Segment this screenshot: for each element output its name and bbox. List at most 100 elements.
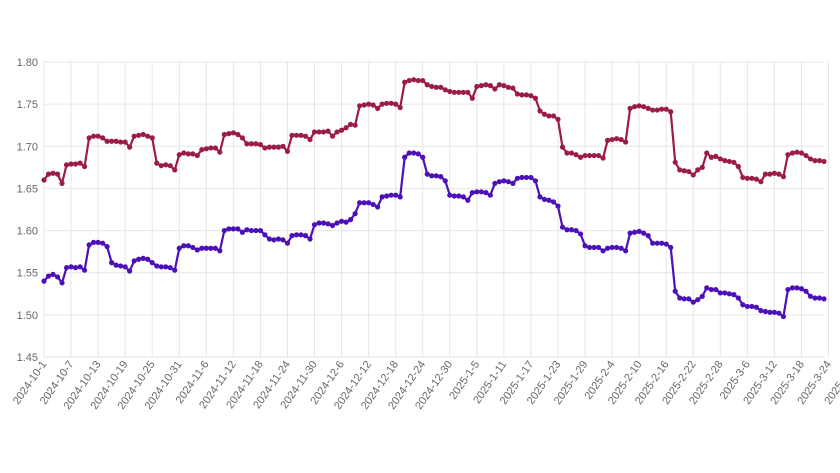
series-2-point bbox=[81, 267, 88, 273]
series-2-point bbox=[618, 245, 624, 251]
series-1-point bbox=[212, 145, 218, 151]
series-2-point bbox=[740, 302, 746, 308]
series-2-point bbox=[424, 171, 430, 177]
series-2-point bbox=[248, 227, 254, 234]
series-1-point bbox=[821, 158, 827, 165]
series-2-point bbox=[780, 313, 787, 320]
series-2-point bbox=[460, 194, 466, 200]
series-2-point bbox=[208, 245, 214, 251]
series-2-point bbox=[420, 154, 426, 160]
series-2-point bbox=[262, 232, 268, 238]
series-1-point bbox=[686, 168, 692, 175]
series-2-point bbox=[546, 197, 552, 203]
series-1-point bbox=[316, 129, 322, 135]
series-1-point bbox=[226, 131, 232, 137]
series-1-point bbox=[393, 101, 399, 107]
series-1-point bbox=[677, 167, 683, 173]
series-1-point bbox=[235, 131, 241, 138]
series-1-point bbox=[379, 101, 385, 107]
series-2-point bbox=[483, 190, 489, 196]
series-1-point bbox=[280, 143, 286, 149]
series-1-point bbox=[483, 82, 489, 88]
series-1-point bbox=[347, 121, 354, 127]
series-2-point bbox=[771, 309, 778, 315]
series-1-point bbox=[59, 180, 65, 186]
series-2-point bbox=[627, 230, 633, 236]
series-1-point bbox=[785, 152, 791, 158]
series-2-point bbox=[469, 190, 475, 196]
series-1-point bbox=[568, 150, 575, 156]
series-1-point bbox=[366, 101, 372, 107]
series-1-point bbox=[104, 138, 110, 144]
series-2-point bbox=[72, 265, 79, 271]
series-1-point bbox=[519, 92, 525, 98]
series-1-point bbox=[334, 129, 340, 135]
y-tick-label: 1.50 bbox=[17, 310, 38, 322]
series-2-point bbox=[568, 227, 575, 233]
series-1-point bbox=[564, 150, 570, 156]
series-1-point bbox=[68, 161, 74, 167]
series-2-point bbox=[266, 236, 273, 242]
series-1-point bbox=[217, 149, 223, 155]
series-1-point bbox=[50, 170, 56, 176]
series-2-point bbox=[347, 217, 354, 223]
series-2-point bbox=[614, 244, 620, 251]
series-2-point bbox=[636, 228, 642, 235]
series-2-point bbox=[104, 243, 110, 250]
series-1-point bbox=[803, 152, 809, 159]
series-1-point bbox=[460, 89, 466, 95]
series-2-point bbox=[753, 304, 759, 310]
series-1-point bbox=[456, 89, 462, 95]
series-1 bbox=[41, 77, 827, 186]
series-1-point bbox=[523, 92, 530, 98]
series-2-point bbox=[311, 222, 318, 228]
series-1-point bbox=[771, 170, 778, 176]
series-1-point bbox=[86, 135, 92, 141]
series-1-point bbox=[203, 146, 209, 152]
series-1-point bbox=[505, 84, 511, 90]
series-2-point bbox=[514, 175, 521, 181]
series-2-point bbox=[357, 200, 363, 206]
series-1-point bbox=[816, 158, 823, 164]
series-1-point bbox=[357, 103, 363, 109]
series-2-point bbox=[411, 150, 417, 156]
series-1-point bbox=[550, 113, 557, 119]
series-2-point bbox=[307, 236, 313, 242]
series-2-point bbox=[510, 180, 516, 186]
series-2-point bbox=[361, 200, 367, 206]
series-1-point bbox=[704, 150, 710, 156]
series-1-point bbox=[230, 130, 236, 136]
series-1-point bbox=[375, 105, 381, 111]
series-1-point bbox=[190, 151, 196, 157]
series-1-point bbox=[63, 162, 70, 168]
series-2-point bbox=[609, 244, 615, 251]
series-1-point bbox=[591, 152, 597, 159]
series-1-point bbox=[118, 139, 124, 145]
series-1-point bbox=[474, 83, 480, 90]
series-2-point bbox=[708, 286, 714, 293]
series-2-point bbox=[217, 248, 223, 254]
series-1-point bbox=[668, 109, 674, 115]
series-2-point bbox=[253, 227, 259, 234]
series-1-point bbox=[320, 129, 327, 135]
series-1-point bbox=[807, 156, 814, 162]
series-2-point bbox=[731, 292, 737, 298]
series-2-point bbox=[375, 204, 381, 210]
series-2-point bbox=[136, 256, 142, 262]
series-2-point bbox=[86, 242, 92, 248]
series-2-point bbox=[54, 274, 61, 280]
series-2-point bbox=[316, 220, 322, 226]
series-1-point bbox=[397, 104, 403, 111]
series-2-point bbox=[803, 288, 809, 294]
series-2-point bbox=[686, 296, 692, 302]
y-tick-label: 1.75 bbox=[17, 99, 38, 111]
series-2-point bbox=[244, 227, 250, 233]
series-2-point bbox=[582, 243, 588, 249]
series-2-point bbox=[573, 227, 579, 234]
series-2-point bbox=[496, 179, 502, 185]
series-2-point bbox=[199, 245, 205, 251]
series-2-point bbox=[140, 255, 146, 261]
series-1-point bbox=[307, 136, 313, 143]
series-2-point bbox=[149, 260, 155, 266]
